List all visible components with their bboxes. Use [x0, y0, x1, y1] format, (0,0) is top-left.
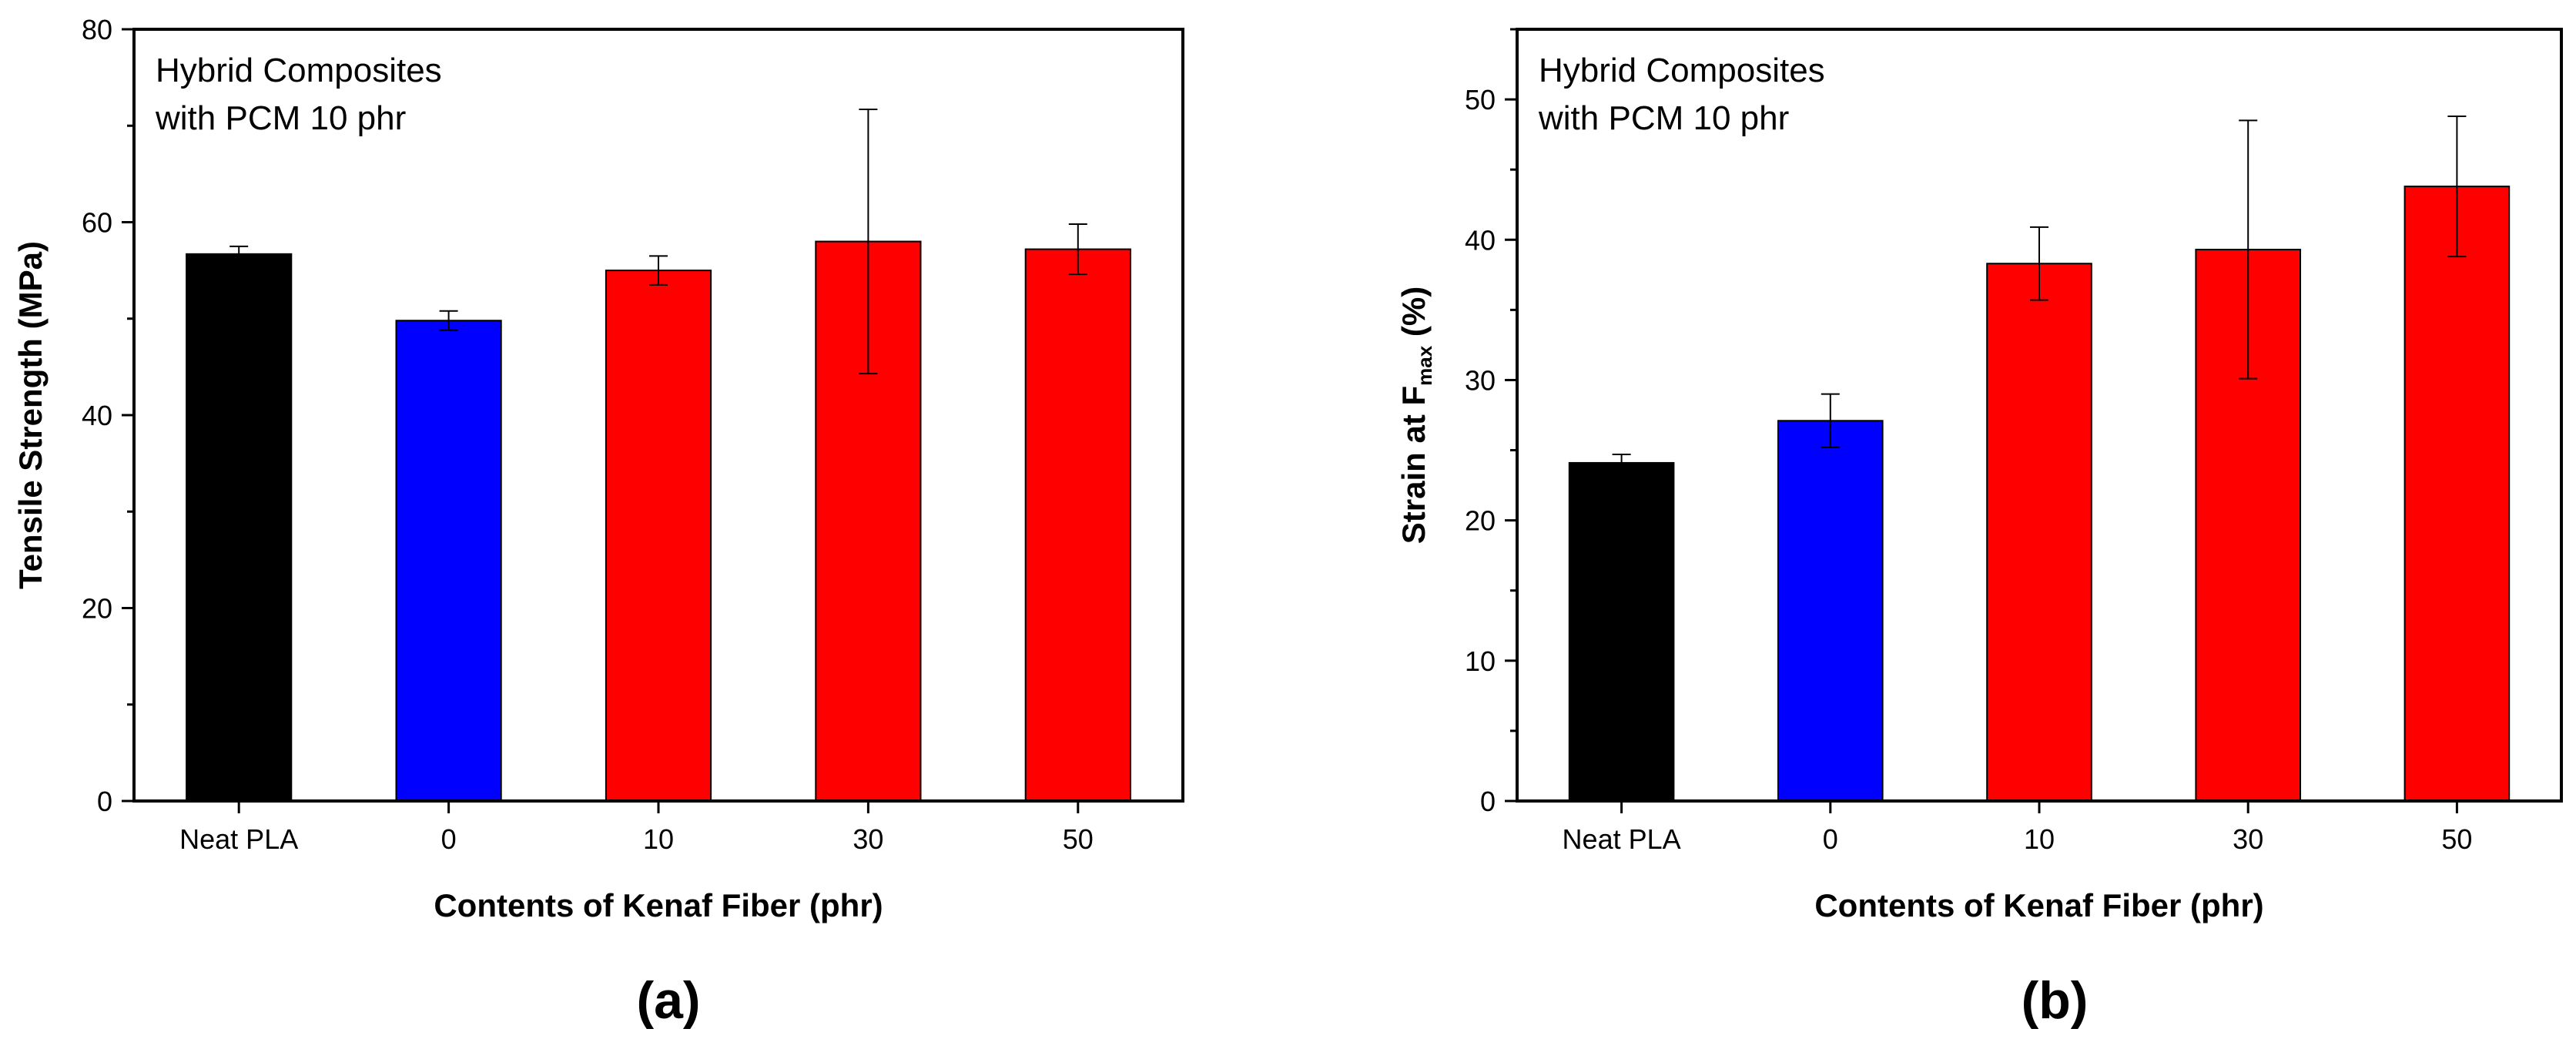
y-axis-title: Tensile Strength (MPa)	[12, 241, 49, 589]
y-tick-label: 20	[1465, 505, 1496, 537]
annotation-line-2: with PCM 10 phr	[155, 99, 406, 137]
y-tick-label: 60	[82, 207, 112, 239]
error-bar	[859, 108, 878, 375]
x-axis-ticks: Neat PLA 0 10 30 50	[179, 801, 1094, 855]
annotation-line-1: Hybrid Composites	[156, 52, 442, 89]
error-bar	[439, 310, 458, 331]
bar-series	[1568, 186, 2511, 803]
y-tick-label: 50	[1465, 84, 1496, 116]
chart-panel-a: 0 20 40 60 80 Neat PLA 0 10 30 50 Hybrid Composi…	[12, 14, 1184, 1030]
x-axis-ticks: Neat PLA 0 10 30 50	[1563, 801, 2472, 855]
bar-10	[1986, 263, 2092, 802]
bar-neat-pla	[186, 253, 293, 802]
x-tick-label: Neat PLA	[179, 823, 298, 855]
bar-10	[605, 270, 712, 802]
y-tick-label: 0	[97, 786, 112, 817]
y-axis-ticks: 0 10 20 30 40 50	[1465, 28, 1517, 817]
x-tick-label: 10	[643, 823, 674, 855]
bar-50	[1024, 248, 1131, 802]
chart-panel-b: 0 10 20 30 40 50 Neat PLA 0 10 30 50 Hybrid Compo…	[1395, 28, 2563, 1030]
y-axis-title-unit: (%)	[1395, 287, 1432, 346]
y-tick-label: 0	[1480, 786, 1496, 817]
error-bar	[1821, 393, 1840, 448]
error-bar	[2239, 119, 2258, 380]
panel-label: (b)	[2022, 971, 2089, 1030]
annotation-line-1: Hybrid Composites	[1539, 52, 1825, 89]
y-tick-label: 40	[1465, 224, 1496, 256]
x-tick-label: 10	[2024, 823, 2055, 855]
bar-50	[2403, 186, 2511, 802]
y-tick-label: 80	[82, 14, 112, 45]
error-bar	[1068, 223, 1087, 276]
x-tick-label: 50	[2441, 823, 2472, 855]
error-bar-series	[1612, 115, 2467, 472]
y-axis-title-subscript: max	[1413, 345, 1436, 386]
y-tick-label: 20	[82, 593, 112, 625]
error-bar	[1612, 454, 1631, 472]
panel-label: (a)	[636, 971, 700, 1030]
x-tick-label: Neat PLA	[1563, 823, 1681, 855]
annotation-line-2: with PCM 10 phr	[1538, 99, 1789, 137]
error-bar	[2030, 226, 2048, 301]
bar-0	[1777, 420, 1884, 803]
error-bar-series	[229, 108, 1087, 375]
error-bar	[649, 255, 668, 286]
x-tick-label: 30	[2233, 823, 2263, 855]
x-tick-label: 0	[1823, 823, 1838, 855]
bar-0	[395, 320, 502, 802]
bar-neat-pla	[1568, 461, 1675, 803]
y-axis-ticks: 0 20 40 60 80	[82, 14, 134, 817]
x-tick-label: 0	[441, 823, 457, 855]
error-bar	[2447, 115, 2467, 258]
x-axis-title: Contents of Kenaf Fiber (phr)	[1814, 887, 2263, 923]
y-tick-label: 10	[1465, 645, 1496, 677]
x-tick-label: 30	[853, 823, 883, 855]
bar-series	[186, 240, 1131, 802]
y-tick-label: 40	[82, 400, 112, 431]
y-axis-title-main: Strain at F	[1395, 386, 1432, 544]
y-axis-title: Strain at Fmax (%)	[1395, 287, 1436, 544]
x-tick-label: 50	[1063, 823, 1094, 855]
x-axis-title: Contents of Kenaf Fiber (phr)	[434, 887, 883, 923]
y-tick-label: 30	[1465, 364, 1496, 396]
error-bar	[229, 245, 249, 263]
